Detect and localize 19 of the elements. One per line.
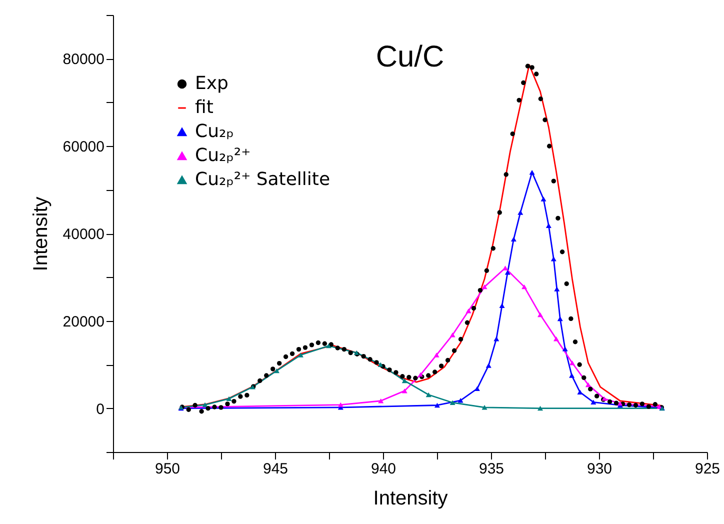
y-tick-label: 40000 <box>62 226 104 243</box>
x-tick-label: 935 <box>478 460 504 478</box>
y-tick-label: 60000 <box>62 138 104 156</box>
y-axis-title: Intensity <box>30 196 52 272</box>
y-tick-label: 0 <box>96 400 104 418</box>
x-tick-label: 945 <box>262 460 288 478</box>
y-tick-label: 20000 <box>62 313 104 330</box>
x-tick-label: 925 <box>694 460 720 478</box>
text: Cu/C <box>376 40 444 74</box>
x-axis-title: Intensity <box>373 488 448 510</box>
legend-label: Exp <box>195 73 228 94</box>
x-tick-label: 940 <box>370 460 396 478</box>
x-tick-label: 950 <box>154 460 180 478</box>
x-tick-label: 930 <box>586 460 612 478</box>
legend-label: Cu₂ₚ <box>195 121 234 142</box>
legend-label: fit <box>195 97 214 118</box>
y-tick-label: 80000 <box>62 51 104 68</box>
legend-label: Cu₂ₚ²⁺ <box>195 145 251 166</box>
legend-label: Cu₂ₚ²⁺ Satellite <box>195 169 330 190</box>
